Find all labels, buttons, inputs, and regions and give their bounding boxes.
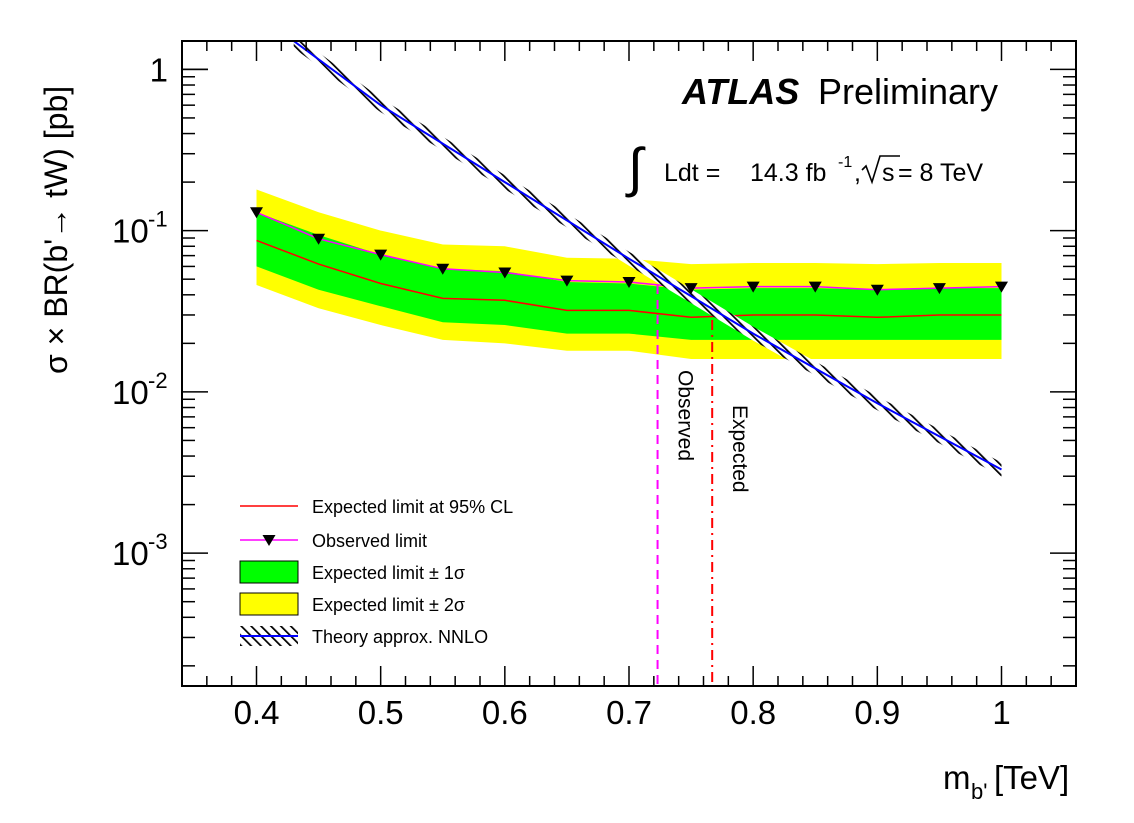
observed-marker [932, 283, 946, 295]
lumi-annotation: ∫ Ldt = 14.3 fb -1 , s = 8 TeV [625, 138, 983, 198]
y-tick-label-exponent: -3 [148, 529, 168, 554]
y-tick-label-exponent: -2 [148, 368, 168, 393]
legend-entry: Expected limit ± 2σ [239, 592, 465, 616]
sqrt-sign [861, 155, 900, 185]
observed-marker [870, 284, 884, 296]
sqrt-s-value: = 8 TeV [898, 159, 983, 187]
observed-marker [312, 233, 326, 245]
x-axis-label: m [943, 759, 971, 796]
observed-marker [746, 281, 760, 293]
legend-entry: Observed limit [240, 531, 427, 551]
lumi-prefix: Ldt = [664, 159, 720, 187]
legend-marker-observed [262, 535, 276, 546]
sqrt-s-symbol: s [882, 159, 895, 187]
legend-label: Expected limit ± 2σ [312, 595, 465, 615]
observed-marker [808, 281, 822, 293]
vline-label-observed: Observed [674, 370, 697, 461]
observed-marker [436, 263, 450, 275]
y-tick-label-exponent: -1 [148, 207, 168, 232]
observed-marker [250, 207, 263, 219]
observed-marker [622, 277, 636, 289]
legend-entry: Expected limit ± 1σ [239, 560, 465, 584]
sqrt-s-separator: , [854, 159, 861, 187]
integral-symbol: ∫ [625, 138, 646, 198]
legend-label: Expected limit at 95% CL [312, 497, 513, 517]
uncertainty-bands [256, 189, 1002, 359]
legend-label: Theory approx. NNLO [312, 627, 488, 647]
x-axis-title: m b' [TeV] [943, 759, 1069, 804]
legend: Expected limit at 95% CL Observed limit Ex… [239, 497, 513, 647]
x-tick-label: 0.6 [482, 694, 528, 731]
legend-label: Observed limit [312, 531, 427, 551]
x-tick-label: 1 [992, 694, 1010, 731]
legend-entry: Expected limit at 95% CL [240, 497, 513, 517]
band-1-sigma [256, 212, 1002, 340]
legend-swatch-band [239, 560, 299, 584]
observed-markers [250, 207, 1008, 296]
crossing-lines: Observed Expected [656, 285, 751, 686]
observed-marker [498, 267, 512, 279]
x-tick-label: 0.5 [358, 694, 404, 731]
observed-marker [374, 249, 388, 261]
y-tick-label: 10 [112, 213, 149, 250]
y-tick-label: 1 [150, 51, 168, 88]
legend-swatch-band [239, 592, 299, 616]
x-tick-label: 0.9 [854, 694, 900, 731]
vline-label-expected: Expected [728, 405, 751, 493]
lumi-value: 14.3 fb [750, 159, 826, 187]
x-tick-label: 0.8 [730, 694, 776, 731]
legend-entry: Theory approx. NNLO [240, 626, 488, 647]
observed-marker [560, 275, 574, 287]
x-tick-label: 0.4 [234, 694, 280, 731]
expected-limit-line [256, 239, 1002, 319]
y-tick-label: 10 [112, 535, 149, 572]
theory-uncertainty-band [293, 41, 1002, 477]
observed-marker [684, 283, 698, 295]
experiment-label: ATLAS [681, 71, 799, 112]
theory-line [293, 41, 1002, 471]
legend-label: Expected limit ± 1σ [312, 563, 465, 583]
x-axis-unit: [TeV] [994, 759, 1069, 796]
x-axis-label-sub: b' [971, 779, 987, 804]
status-label: Preliminary [818, 71, 998, 112]
theory-curve [293, 41, 1002, 477]
x-tick-label: 0.7 [606, 694, 652, 731]
observed-marker [995, 281, 1008, 293]
y-tick-label: 10 [112, 374, 149, 411]
y-axis-label: σ × BR(b'→ tW) [pb] [38, 86, 74, 374]
lumi-exponent: -1 [838, 154, 852, 171]
